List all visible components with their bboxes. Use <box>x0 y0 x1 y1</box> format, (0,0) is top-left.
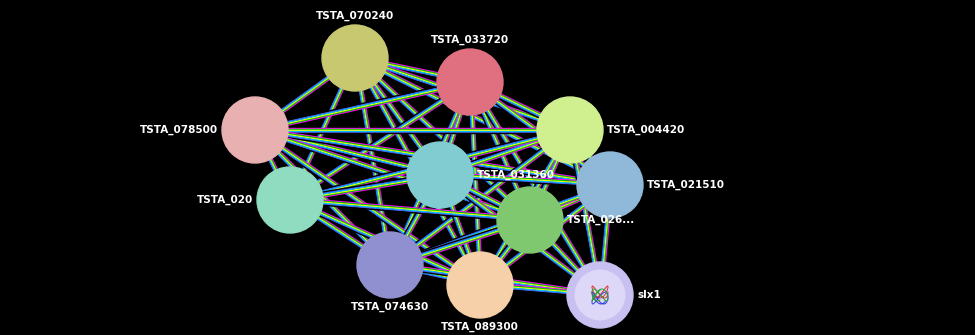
Text: TSTA_033720: TSTA_033720 <box>431 35 509 45</box>
Circle shape <box>447 252 513 318</box>
Circle shape <box>567 262 633 328</box>
Text: TSTA_004420: TSTA_004420 <box>607 125 685 135</box>
Circle shape <box>575 270 625 320</box>
Circle shape <box>407 142 473 208</box>
Text: TSTA_026...: TSTA_026... <box>567 215 636 225</box>
Text: TSTA_020: TSTA_020 <box>197 195 253 205</box>
Text: TSTA_078500: TSTA_078500 <box>139 125 218 135</box>
Circle shape <box>577 152 643 218</box>
Text: TSTA_074630: TSTA_074630 <box>351 302 429 312</box>
Circle shape <box>497 187 563 253</box>
Circle shape <box>357 232 423 298</box>
Circle shape <box>437 49 503 115</box>
Text: TSTA_031360: TSTA_031360 <box>477 170 555 180</box>
Text: TSTA_089300: TSTA_089300 <box>441 322 519 332</box>
Text: slx1: slx1 <box>637 290 661 300</box>
Circle shape <box>222 97 288 163</box>
Text: TSTA_070240: TSTA_070240 <box>316 11 394 21</box>
Circle shape <box>257 167 323 233</box>
Circle shape <box>537 97 603 163</box>
Circle shape <box>322 25 388 91</box>
Text: TSTA_021510: TSTA_021510 <box>647 180 725 190</box>
